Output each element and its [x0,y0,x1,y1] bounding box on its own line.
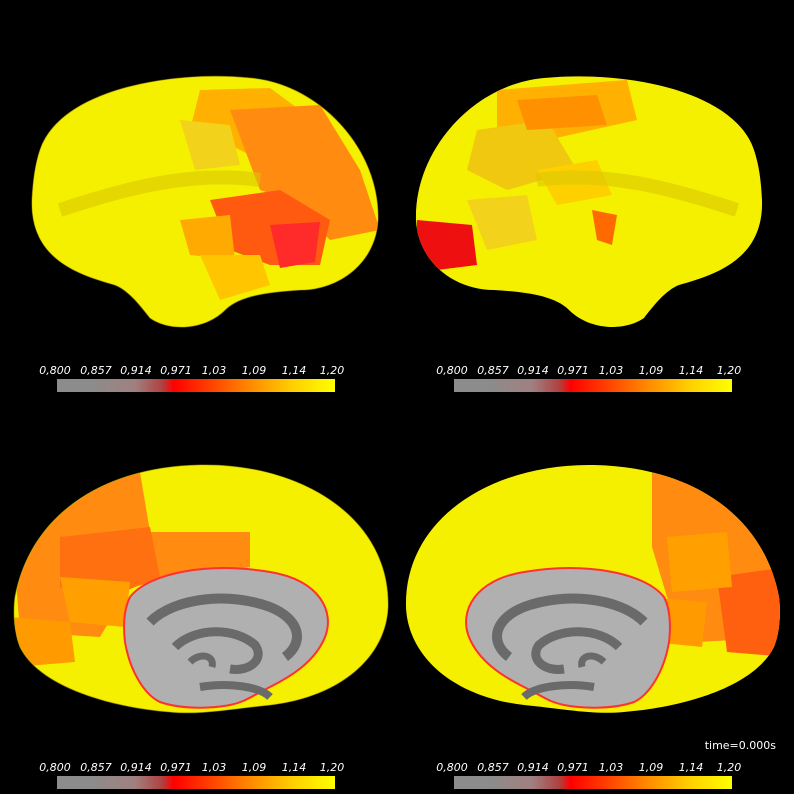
colorbar-tick: 1,20 [716,761,742,774]
brain-view-lateral-left: 0,800 0,857 0,914 0,971 1,03 1,09 1,14 1… [0,0,397,397]
brain-surface-lateral-left [31,75,379,328]
colorbar-tick: 0,914 [120,761,152,774]
colorbar-tick: 1,20 [716,364,742,377]
colorbar-tick: 0,914 [517,761,549,774]
colorbar-tick: 0,971 [557,364,589,377]
colorbar-tick: 0,914 [120,364,152,377]
colorbar-tick: 1,09 [241,761,267,774]
brain-view-lateral-right: 0,800 0,857 0,914 0,971 1,03 1,09 1,14 1… [397,0,794,397]
colorbar-tick: 1,03 [598,761,624,774]
colorbar-ticks: 0,800 0,857 0,914 0,971 1,03 1,09 1,14 1… [34,761,354,775]
colorbar-tick: 0,971 [160,364,192,377]
colorbar-tick: 1,03 [598,364,624,377]
colorbar-tick: 0,800 [436,761,468,774]
colorbar-tick: 0,971 [557,761,589,774]
colorbar-gradient [57,379,335,392]
colorbar-tick: 0,914 [517,364,549,377]
brain-surface-medial-left [13,464,389,714]
colorbar-tick: 1,20 [319,761,345,774]
medial-wall [123,567,329,709]
colorbar-ticks: 0,800 0,857 0,914 0,971 1,03 1,09 1,14 1… [431,364,751,378]
colorbar-tick: 1,20 [319,364,345,377]
colorbar-tick: 1,14 [281,761,307,774]
brain-view-medial-left: 0,800 0,857 0,914 0,971 1,03 1,09 1,14 1… [0,397,397,794]
colorbar-tick: 1,09 [638,761,664,774]
colorbar-tick: 1,09 [638,364,664,377]
colorbar-tick: 1,14 [281,364,307,377]
colorbar-gradient [454,776,732,789]
colorbar-ticks: 0,800 0,857 0,914 0,971 1,03 1,09 1,14 1… [34,364,354,378]
colorbar-ticks: 0,800 0,857 0,914 0,971 1,03 1,09 1,14 1… [431,761,751,775]
colorbar-tick: 1,14 [678,364,704,377]
colorbar-tick: 0,800 [436,364,468,377]
colorbar-tick: 0,857 [477,364,509,377]
colorbar-tick: 0,857 [477,761,509,774]
brain-surface-lateral-right [415,76,763,328]
colorbar-tick: 1,03 [201,364,227,377]
colorbar-tick: 0,971 [160,761,192,774]
colorbar-tick: 1,09 [241,364,267,377]
colorbar-tick: 1,14 [678,761,704,774]
time-label: time=0.000s [704,739,776,752]
colorbar-gradient [454,379,732,392]
brain-view-medial-right: 0,800 0,857 0,914 0,971 1,03 1,09 1,14 1… [397,397,794,794]
colorbar-gradient [57,776,335,789]
colorbar-tick: 0,800 [39,364,71,377]
medial-wall [465,567,671,709]
colorbar-tick: 1,03 [201,761,227,774]
colorbar-tick: 0,857 [80,364,112,377]
colorbar-tick: 0,857 [80,761,112,774]
brain-surface-medial-right [405,464,780,713]
colorbar-tick: 0,800 [39,761,71,774]
